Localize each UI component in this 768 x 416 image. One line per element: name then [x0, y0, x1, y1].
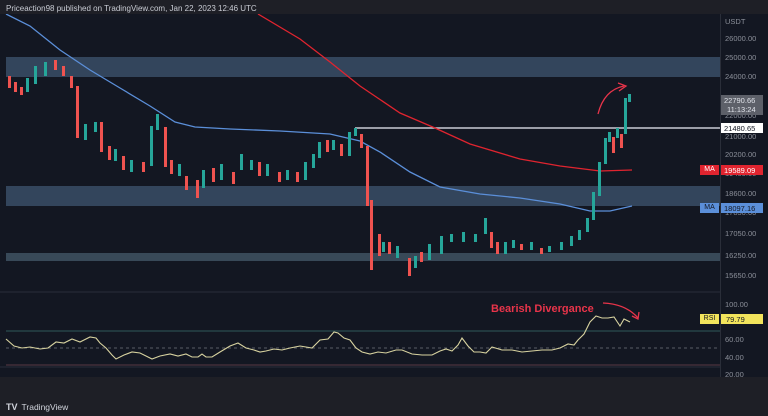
- rsi-value-badge: [721, 314, 763, 324]
- bearish-divergence-label: Bearish Divergance: [491, 303, 594, 315]
- svg-text:20200.00: 20200.00: [725, 150, 756, 159]
- svg-text:60.00: 60.00: [725, 335, 744, 344]
- svg-text:100.00: 100.00: [725, 300, 748, 309]
- low-zone: [6, 253, 720, 261]
- ma-red-badge: [721, 165, 763, 175]
- svg-text:21480.65: 21480.65: [724, 124, 755, 133]
- resistance-zone: [6, 57, 720, 77]
- svg-text:22000.00: 22000.00: [725, 111, 756, 120]
- svg-text:18600.00: 18600.00: [725, 189, 756, 198]
- chart-svg: Bearish Divergance Aug 15 Sep 14 Oct 17 …: [0, 14, 720, 368]
- rsi-line: [5, 315, 631, 360]
- current-price-badge: [721, 95, 763, 115]
- ma-red-line: [257, 14, 633, 172]
- ma-red-tag: MA: [700, 165, 719, 175]
- tradingview-logo-icon: TV: [6, 402, 18, 412]
- chart-pane[interactable]: Bearish Divergance Aug 15 Sep 14 Oct 17 …: [0, 14, 720, 377]
- svg-text:17050.00: 17050.00: [725, 229, 756, 238]
- ma-blue-badge: [721, 203, 763, 213]
- price-axis[interactable]: USDT 26000.00 25000.00 24000.00 22000.00…: [720, 14, 768, 377]
- rsi-tag: RSI: [700, 314, 719, 324]
- svg-text:24000.00: 24000.00: [725, 72, 756, 81]
- bullish-arrow-icon: [597, 85, 625, 115]
- support-zone: [6, 186, 720, 206]
- ma-blue-line: [5, 14, 633, 212]
- currency-label: USDT: [725, 17, 746, 26]
- svg-text:25000.00: 25000.00: [725, 53, 756, 62]
- svg-text:19589.09: 19589.09: [724, 166, 755, 175]
- svg-text:15650.00: 15650.00: [725, 271, 756, 280]
- svg-text:16250.00: 16250.00: [725, 251, 756, 260]
- svg-text:26000.00: 26000.00: [725, 34, 756, 43]
- svg-text:11:13:24: 11:13:24: [727, 105, 756, 114]
- svg-text:20.00: 20.00: [725, 370, 744, 377]
- svg-text:21000.00: 21000.00: [725, 132, 756, 141]
- publisher-line: Priceaction98 published on TradingView.c…: [6, 4, 257, 13]
- footer-brand: TV TradingView: [6, 402, 68, 412]
- candles: [8, 60, 631, 276]
- level-badge: [721, 123, 763, 133]
- brand-name: TradingView: [21, 402, 69, 412]
- bearish-arrow-icon: [602, 302, 639, 319]
- svg-text:22790.66: 22790.66: [724, 96, 755, 105]
- svg-text:18097.16: 18097.16: [724, 204, 755, 213]
- svg-text:79.79: 79.79: [726, 315, 745, 324]
- ma-blue-tag: MA: [700, 203, 719, 213]
- svg-text:40.00: 40.00: [725, 353, 744, 362]
